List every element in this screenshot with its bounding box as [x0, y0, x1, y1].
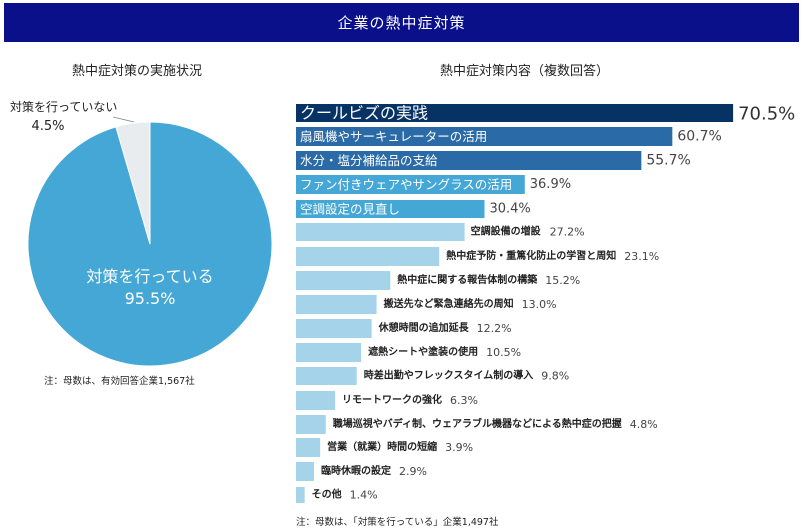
bar-value-label: 3.9%	[445, 441, 473, 454]
bar-value-label: 10.5%	[486, 346, 521, 359]
bar-0	[296, 104, 734, 122]
pie-chart: 対策を行っている 95.5% 対策を行っていない 4.5%	[10, 100, 273, 367]
bar-2	[296, 151, 642, 170]
bar-16	[296, 487, 305, 503]
bar-category-label: 遮熱シートや塗装の使用	[368, 345, 478, 358]
bar-value-label: 36.9%	[530, 177, 571, 192]
bar-value-label: 12.2%	[477, 322, 512, 335]
bar-value-label: 9.8%	[541, 370, 569, 383]
bar-6	[296, 247, 440, 266]
bar-category-label: 水分・塩分補給品の支給	[300, 153, 438, 168]
pie-label-implemented: 対策を行っている	[86, 267, 213, 286]
bar-value-label: 70.5%	[738, 104, 795, 125]
bar-category-label: 搬送先など緊急連絡先の周知	[384, 297, 514, 310]
bar-category-label: 営業（就業）時間の短縮	[327, 440, 437, 453]
bar-category-label: 空調設定の見直し	[300, 202, 400, 217]
pie-label-not-implemented: 対策を行っていない	[10, 100, 117, 114]
bar-category-label: 臨時休暇の設定	[321, 464, 391, 477]
pie-leader-line	[112, 116, 135, 123]
pie-note: 注：母数は、有効回答企業1,567社	[44, 376, 195, 387]
bar-9	[296, 319, 372, 338]
bar-value-label: 2.9%	[399, 465, 427, 478]
bar-10	[296, 343, 362, 362]
bar-note: 注：母数は、「対策を行っている」企業1,497社	[296, 517, 499, 528]
bar-category-label: その他	[312, 488, 342, 501]
bar-12	[296, 391, 336, 410]
bar-4	[296, 200, 485, 218]
bar-category-label: 扇風機やサーキュレーターの活用	[300, 129, 487, 144]
bar-chart-title: 熱中症対策内容（複数回答）	[440, 64, 610, 79]
bar-14	[296, 438, 321, 457]
bar-13	[296, 415, 326, 434]
bar-value-label: 13.0%	[522, 298, 557, 311]
bar-category-label: クールビズの実践	[300, 104, 428, 123]
bar-category-label: 空調設備の増設	[471, 225, 542, 238]
pie-value-not-implemented: 4.5%	[31, 119, 64, 134]
bar-11	[296, 367, 357, 385]
bar-category-label: 時差出勤やフレックスタイム制の導入	[364, 369, 534, 382]
bar-value-label: 23.1%	[624, 250, 659, 263]
bar-3	[296, 175, 525, 194]
pie-value-implemented: 95.5%	[125, 289, 176, 308]
bar-1	[296, 127, 673, 146]
pie-chart-title: 熱中症対策の実施状況	[72, 64, 203, 79]
bar-category-label: 熱中症予防・重篤化防止の学習と周知	[446, 249, 616, 262]
bar-value-label: 27.2%	[550, 226, 585, 239]
bar-category-label: 熱中症に関する報告体制の構築	[397, 273, 538, 286]
bar-7	[296, 271, 391, 290]
bar-value-label: 15.2%	[545, 274, 580, 287]
bar-value-label: 55.7%	[646, 153, 690, 169]
bar-category-label: リモートワークの強化	[342, 393, 442, 406]
bar-value-label: 60.7%	[677, 129, 721, 145]
header-title: 企業の熱中症対策	[337, 14, 466, 32]
bar-value-label: 30.4%	[489, 202, 530, 217]
bar-category-label: 休憩時間の追加延長	[378, 321, 470, 334]
pie-slice-not-implemented	[115, 121, 151, 245]
bar-value-label: 6.3%	[450, 394, 478, 407]
page-header: 企業の熱中症対策	[4, 3, 799, 42]
bar-category-label: ファン付きウェアやサングラスの活用	[300, 177, 512, 192]
bar-15	[296, 462, 314, 481]
bar-8	[296, 295, 377, 314]
bar-category-label: 職場巡視やバディ制、ウェアラブル機器などによる熱中症の把握	[333, 417, 622, 430]
bar-value-label: 1.4%	[350, 489, 378, 502]
bar-5	[296, 223, 465, 241]
bar-value-label: 4.8%	[630, 418, 658, 431]
